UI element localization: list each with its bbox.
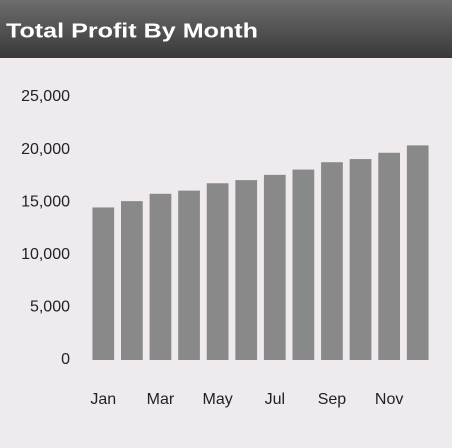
y-tick-label: 20,000 xyxy=(21,141,70,158)
header xyxy=(0,0,452,58)
x-tick-label: Mar xyxy=(147,391,175,408)
x-tick-label: May xyxy=(203,391,233,408)
bar xyxy=(149,193,172,360)
bar xyxy=(235,180,258,360)
bar xyxy=(292,169,315,360)
x-tick-label: Jul xyxy=(265,391,285,408)
bar xyxy=(321,162,343,360)
bar xyxy=(178,190,200,360)
bar xyxy=(206,183,229,360)
y-tick-label: 15,000 xyxy=(21,193,70,210)
x-tick-label: Jan xyxy=(90,391,116,408)
bar xyxy=(263,174,286,360)
bar xyxy=(349,159,372,360)
y-tick-label: 5,000 xyxy=(30,299,70,316)
y-tick-label: 25,000 xyxy=(21,88,70,105)
bar xyxy=(92,207,115,360)
y-tick-label: 0 xyxy=(61,351,70,368)
chart-title: Total Profit By Month xyxy=(6,20,258,42)
y-tick-label: 10,000 xyxy=(21,246,70,263)
x-tick-label: Nov xyxy=(375,391,403,408)
x-tick-label: Sep xyxy=(318,391,347,408)
bar xyxy=(378,152,400,360)
bar xyxy=(406,145,429,360)
bar xyxy=(121,201,143,360)
